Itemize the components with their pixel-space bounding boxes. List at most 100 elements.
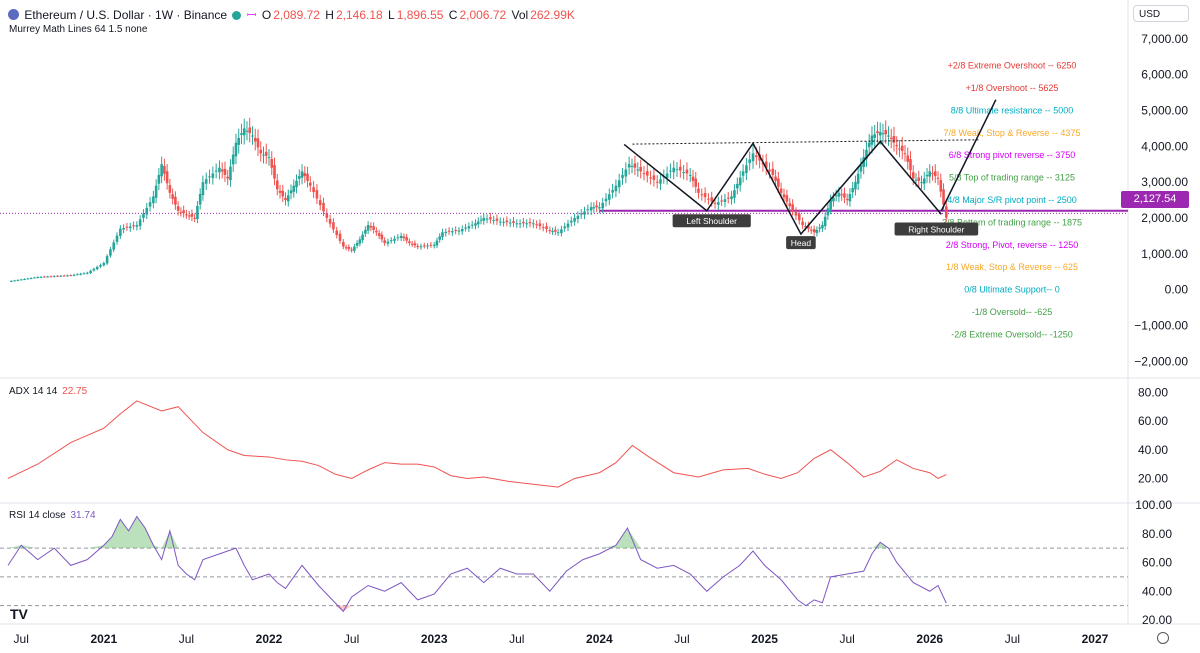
price-y-tick: 2,000.00 — [1141, 211, 1188, 225]
candle-body — [898, 148, 901, 150]
pattern-label: Head — [791, 238, 812, 248]
candle-body — [109, 249, 112, 256]
candle-body — [851, 188, 854, 193]
candle-body — [369, 226, 373, 228]
head-shoulders-pattern — [623, 140, 942, 236]
rsi-title: RSI 14 close — [9, 510, 66, 521]
candle-body — [262, 154, 265, 156]
candle-body — [563, 226, 566, 229]
candle-body — [132, 225, 135, 227]
candle-body — [669, 170, 672, 172]
adx-y-tick: 60.00 — [1138, 414, 1168, 428]
price-y-tick: 1,000.00 — [1141, 247, 1188, 261]
candle-body — [815, 229, 819, 234]
candle-body — [691, 176, 695, 181]
candle-body — [812, 229, 816, 233]
candle-body — [832, 197, 835, 202]
vol-value: 262.99K — [530, 8, 575, 22]
candle-body — [579, 213, 583, 215]
price-y-tick: −1,000.00 — [1134, 318, 1188, 332]
candle-body — [595, 205, 598, 208]
rsi-legend[interactable]: RSI 14 close 31.74 — [9, 510, 98, 521]
candle-body — [854, 182, 857, 190]
symbol-title[interactable]: Ethereum / U.S. Dollar · 1W · Binance — [24, 8, 228, 22]
candle-body — [62, 275, 66, 277]
candle-body — [611, 189, 614, 193]
candle-body — [377, 233, 381, 236]
candle-body — [426, 245, 429, 247]
candle-body — [198, 194, 202, 205]
candle-body — [435, 240, 439, 246]
candle-body — [502, 221, 505, 223]
candle-body — [344, 247, 348, 249]
murrey-line-label: 1/8 Weak, Stop & Reverse -- 625 — [946, 262, 1078, 272]
candle-body — [264, 151, 268, 156]
rsi-y-tick: 60.00 — [1142, 556, 1172, 570]
candle-body — [751, 153, 755, 162]
candle-body — [764, 161, 768, 168]
candle-body — [748, 159, 752, 163]
candle-body — [627, 164, 631, 168]
candle-body — [432, 244, 436, 246]
candle-body — [522, 221, 525, 224]
candle-body — [515, 223, 519, 225]
candle-body — [801, 221, 804, 226]
candle-body — [168, 185, 172, 193]
candle-body — [457, 230, 461, 232]
candle-body — [275, 180, 279, 190]
candle-body — [278, 190, 282, 193]
candle-body — [933, 171, 937, 177]
candle-body — [679, 166, 682, 171]
x-axis-tick: 2024 — [586, 632, 613, 646]
candle-body — [46, 276, 49, 278]
candle-body — [142, 213, 145, 219]
candle-body — [873, 134, 877, 138]
candle-body — [19, 279, 23, 281]
candle-body — [823, 216, 827, 227]
candle-body — [682, 172, 685, 174]
candle-body — [26, 278, 30, 280]
rsi-oversold-fill — [8, 605, 947, 612]
candle-body — [672, 167, 676, 173]
candle-body — [518, 223, 522, 225]
candle-body — [720, 200, 723, 202]
candle-body — [234, 142, 238, 157]
candle-body — [592, 207, 596, 209]
candle-body — [52, 276, 56, 278]
candle-body — [95, 266, 99, 270]
candle-body — [942, 189, 945, 205]
market-status-icon[interactable] — [232, 11, 242, 20]
candle-body — [717, 202, 720, 205]
x-axis-tick: Jul — [344, 632, 359, 646]
close-value: 2,006.72 — [459, 8, 507, 22]
x-axis-tick: Jul — [14, 632, 29, 646]
candle-body — [148, 202, 152, 207]
candle-body — [13, 280, 16, 282]
murrey-line-label: +1/8 Overshoot -- 5625 — [966, 83, 1059, 93]
candle-body — [138, 219, 142, 227]
candle-body — [652, 175, 656, 180]
murrey-lines-labels: +2/8 Extreme Overshoot -- 6250 +1/8 Overs… — [942, 61, 1082, 340]
candle-body — [774, 176, 777, 181]
candle-body — [438, 236, 442, 240]
candle-body — [829, 200, 832, 210]
candle-body — [495, 218, 499, 221]
indicator-legend[interactable]: Murrey Math Lines 64 1.5 none — [9, 24, 148, 35]
candle-body — [655, 181, 659, 183]
rsi-y-tick: 40.00 — [1142, 584, 1172, 598]
high-value: 2,146.18 — [335, 8, 383, 22]
adx-legend[interactable]: ADX 14 14 22.75 — [9, 386, 89, 397]
currency-selector[interactable]: USD — [1133, 5, 1189, 22]
candle-body — [105, 256, 109, 264]
candle-body — [931, 173, 934, 175]
settings-gear-icon[interactable] — [1157, 632, 1169, 644]
candle-body — [444, 231, 448, 234]
candle-body — [479, 219, 483, 221]
candle-body — [703, 193, 707, 198]
candle-body — [573, 217, 576, 222]
candle-body — [284, 197, 287, 200]
tradingview-logo-icon[interactable]: TV — [10, 606, 28, 622]
candle-body — [160, 164, 163, 177]
ethereum-icon — [8, 9, 19, 20]
